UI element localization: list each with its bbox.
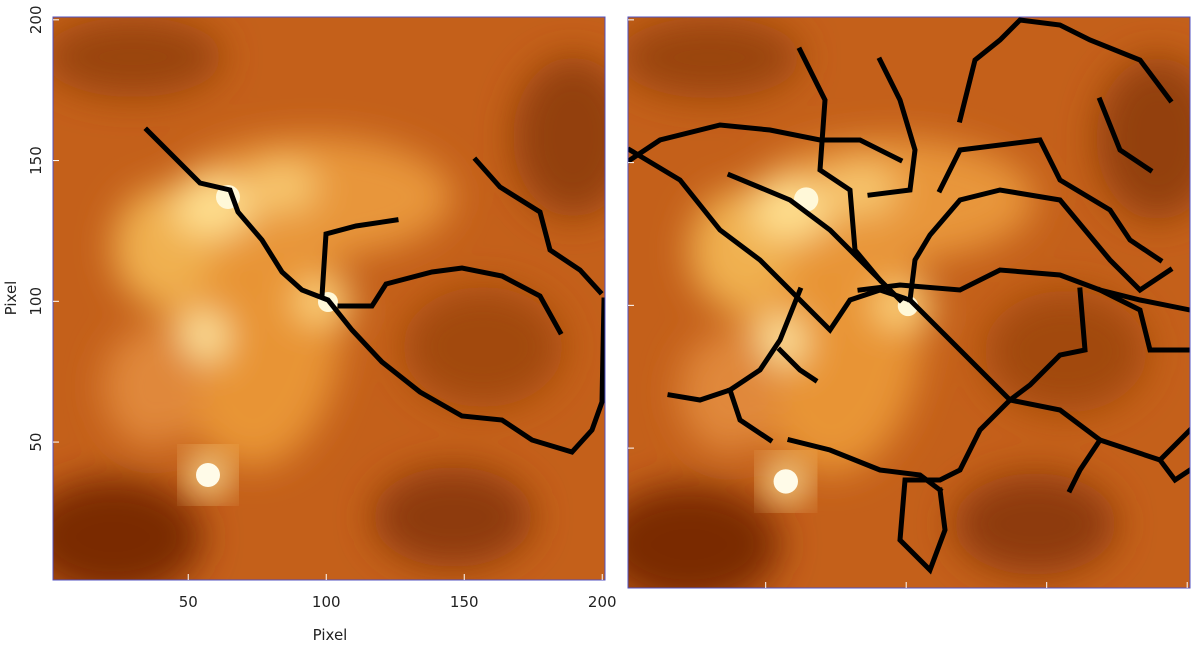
x-tick-label: 200 <box>588 593 617 611</box>
frame-left <box>52 16 606 581</box>
y-tick-label: 100 <box>27 287 45 316</box>
y-tick-label: 200 <box>27 5 45 34</box>
frame-right <box>627 16 1191 589</box>
y-axis-label: Pixel <box>2 281 20 316</box>
x-tick-label: 150 <box>450 593 479 611</box>
x-axis-label: Pixel <box>313 626 348 644</box>
map-left <box>23 17 605 597</box>
map-right <box>628 17 1190 605</box>
x-tick-label: 100 <box>312 593 341 611</box>
y-tick-label: 50 <box>27 433 45 452</box>
y-tick-label: 150 <box>27 146 45 175</box>
x-tick-label: 50 <box>179 593 198 611</box>
